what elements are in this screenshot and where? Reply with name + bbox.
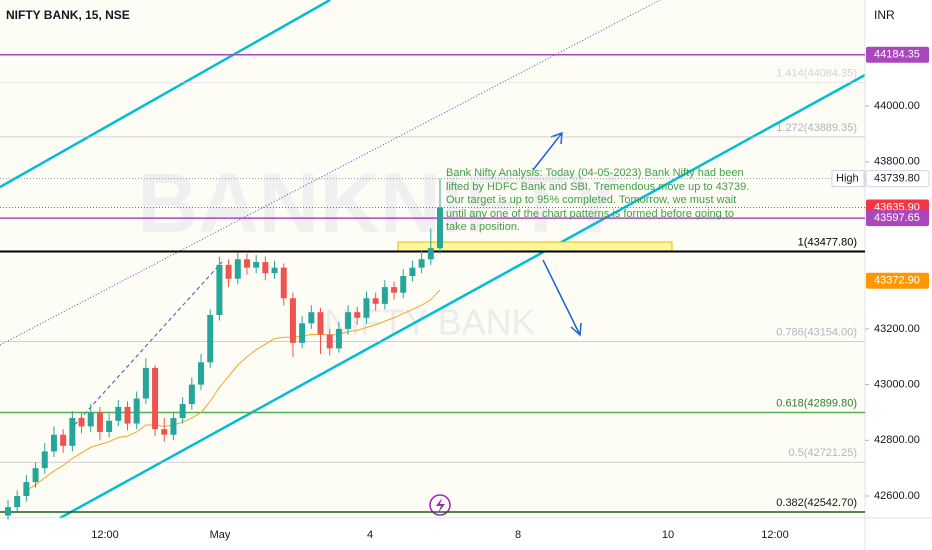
price-tag	[866, 46, 929, 63]
candle-body	[188, 384, 195, 405]
trend-line	[69, 261, 223, 431]
trend-line	[0, 0, 661, 346]
candle-body	[418, 259, 425, 268]
channel-line	[59, 73, 866, 520]
candle-body	[41, 451, 48, 469]
y-tick-label: 42800.00	[874, 434, 920, 446]
candle-body	[372, 298, 379, 304]
arrows	[532, 131, 582, 337]
candle-body	[96, 412, 103, 432]
y-tick-label: 43000.00	[874, 379, 920, 391]
candle-body	[345, 312, 352, 329]
candle-body	[299, 323, 306, 343]
candle-body	[363, 298, 370, 318]
candle-body	[207, 314, 214, 363]
candle-body	[243, 259, 250, 268]
candle-body	[409, 267, 416, 276]
tag-name: High	[836, 172, 859, 184]
candle-body	[335, 328, 342, 349]
candle-body	[78, 418, 85, 427]
price-tag	[866, 272, 929, 289]
candle-body	[133, 398, 140, 424]
candle-body	[225, 264, 232, 279]
candle-body	[5, 507, 11, 516]
event-icon-bolt	[436, 498, 445, 513]
arrow-up	[532, 132, 563, 171]
candle-body	[124, 406, 131, 424]
x-tick-label: 12:00	[761, 529, 789, 541]
candle-body	[32, 468, 39, 483]
candle-body	[179, 404, 186, 419]
candle-body	[400, 275, 407, 293]
candle-body	[14, 495, 21, 508]
fib-label: 1.272(43889.35)	[776, 122, 857, 134]
x-tick-label: 10	[662, 529, 674, 541]
candle-body	[427, 248, 434, 260]
price-tag-label: 44184.35	[874, 49, 920, 61]
candle-body	[271, 267, 278, 274]
price-tag-label: 43597.65	[874, 212, 920, 224]
y-tick-label: 42600.00	[874, 490, 920, 502]
x-tick-label: May	[210, 529, 231, 541]
candle-body	[253, 262, 260, 268]
price-tag-label: 43739.80	[874, 172, 920, 184]
candle-body	[308, 312, 315, 324]
candle-body	[216, 264, 223, 315]
candle-body	[161, 429, 168, 435]
channel-line	[0, 0, 331, 189]
fib-label: 0.618(42899.80)	[776, 397, 857, 409]
fib-label: 0.786(43154.00)	[776, 327, 857, 339]
tag-name-bg	[831, 170, 865, 188]
candle-body	[262, 262, 269, 274]
y-tick-label: 43200.00	[874, 323, 920, 335]
candle-body	[170, 418, 177, 435]
annotation: Bank Nifty Analysis: Today (04-05-2023) …	[446, 167, 750, 233]
ema-line	[26, 289, 441, 491]
candle-body	[198, 362, 205, 385]
candle-body	[280, 267, 287, 299]
candle-body	[115, 406, 122, 421]
arrow-head	[550, 131, 563, 145]
candle-body	[60, 434, 67, 446]
candle-body	[234, 259, 241, 279]
chart-title: NIFTY BANK, 15, NSE	[6, 8, 130, 22]
candle-body	[50, 434, 57, 452]
candle-body	[142, 367, 149, 399]
candle-body	[381, 287, 388, 304]
candle-body	[391, 287, 398, 293]
price-tag	[865, 170, 930, 188]
watermark: BANKNIFTY	[137, 156, 622, 250]
fib-label: 0.5(42721.25)	[789, 447, 858, 459]
x-tick-label: 8	[515, 529, 521, 541]
arrow-down	[542, 259, 581, 336]
candle-body	[87, 412, 94, 427]
arrow-head	[570, 322, 582, 337]
fib-label: 1.414(44084.35)	[776, 68, 857, 80]
price-tag-label: 43372.90	[874, 275, 920, 287]
fib-label: 0.382(42542.70)	[776, 497, 857, 509]
candle-body	[354, 312, 361, 318]
candle-body	[289, 298, 296, 343]
watermark: NIFTY BANK	[324, 302, 535, 343]
x-tick-label: 4	[367, 529, 373, 541]
candle-body	[326, 334, 333, 349]
candle-body	[437, 207, 443, 249]
fib-label: 1(43477.80)	[798, 236, 857, 248]
y-tick-label: 44000.00	[874, 100, 920, 112]
candle-body	[317, 312, 324, 335]
currency: INR	[874, 8, 895, 22]
candle-body	[69, 418, 76, 446]
candle-body	[152, 367, 159, 430]
candle-body	[106, 420, 113, 432]
price-tag	[866, 210, 929, 227]
y-tick-label: 43800.00	[874, 156, 920, 168]
candle-body	[23, 482, 30, 496]
x-tick-label: 12:00	[91, 529, 119, 541]
